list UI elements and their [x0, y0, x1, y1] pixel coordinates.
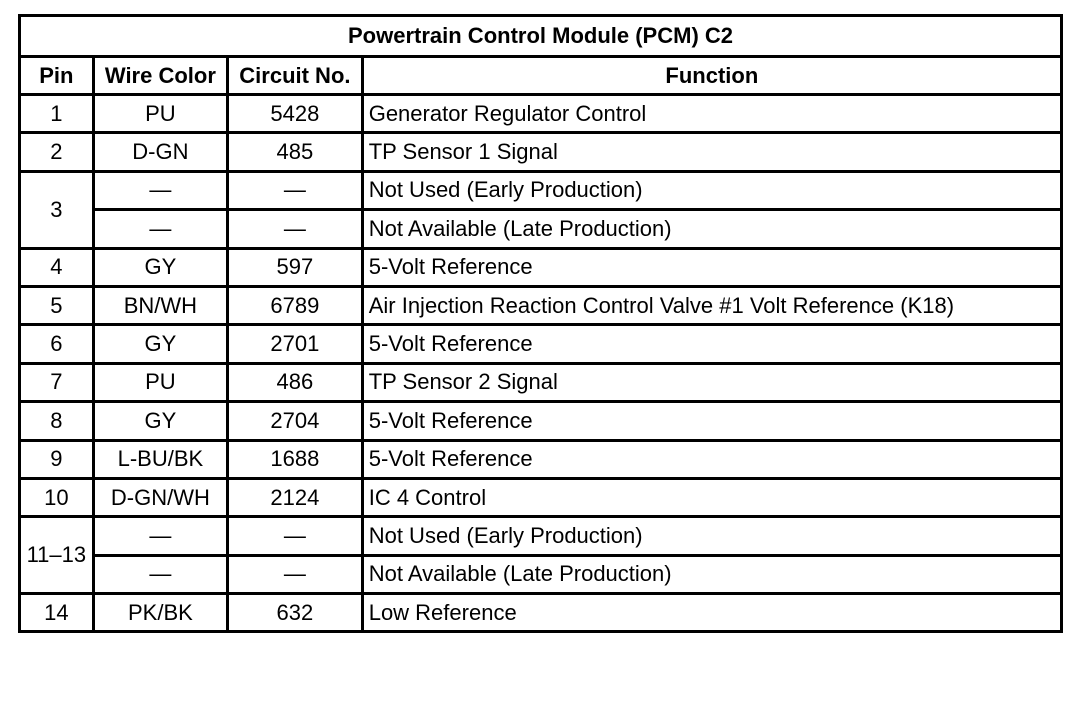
function: 5-Volt Reference [360, 400, 1064, 442]
pin-row: 5 BN/WH 6789 Air Injection Reaction Control… [18, 284, 1064, 327]
column-header: Pin [18, 55, 95, 96]
column-header: Function [360, 55, 1064, 96]
function: Not Available (Late Production) [360, 553, 1064, 596]
function: Not Used (Early Production) [360, 515, 1064, 557]
function: IC 4 Control [360, 476, 1064, 519]
function: Generator Regulator Control [360, 92, 1064, 135]
pin: 6 [18, 323, 95, 365]
pin-row: 11–13— — Not Used (Early Production) [18, 515, 1064, 596]
table-body: 1 PU 5428 Generator Regulator Control 2 D-GN 4… [18, 92, 1064, 634]
function: Air Injection Reaction Control Valve #1 … [360, 284, 1064, 327]
function: TP Sensor 2 Signal [360, 361, 1064, 404]
pin: 2 [18, 131, 95, 173]
pin-row: 7 PU 486 TP Sensor 2 Signal [18, 361, 1064, 404]
wire-color: GY [91, 246, 230, 288]
circuit-number: — [226, 208, 364, 250]
wire-color: PK/BK [91, 592, 230, 634]
circuit-number: 2701 [226, 323, 364, 365]
pin-row: 3— — Not Used (Early Production) [18, 169, 1064, 250]
wire-color: BN/WH [91, 284, 230, 327]
circuit-number: 632 [226, 592, 364, 634]
function: 5-Volt Reference [360, 438, 1064, 480]
function: 5-Volt Reference [360, 323, 1064, 365]
wire-color: — [91, 169, 230, 212]
column-header: Wire Color [91, 55, 230, 96]
function: Not Used (Early Production) [360, 169, 1064, 212]
pin: 11–13 [18, 515, 95, 596]
function: Not Available (Late Production) [360, 208, 1064, 250]
pin-row: 6 GY 2701 5-Volt Reference [18, 323, 1064, 365]
header-row: Pin Wire Color Circuit No. Function [18, 55, 1064, 96]
circuit-number: — [226, 169, 364, 212]
circuit-number: 2124 [226, 476, 364, 519]
pin: 9 [18, 438, 95, 480]
wire-color: L-BU/BK [91, 438, 230, 480]
pin: 3 [18, 169, 95, 250]
pin: 7 [18, 361, 95, 404]
pin-table: Powertrain Control Module (PCM) C2 Pin Wi… [18, 14, 1064, 634]
wire-color: PU [91, 361, 230, 404]
wire-color: — [91, 208, 230, 250]
wire-color: GY [91, 323, 230, 365]
table-title: Powertrain Control Module (PCM) C2 [18, 14, 1063, 58]
circuit-number: 597 [226, 246, 364, 288]
function: Low Reference [360, 592, 1064, 634]
function: 5-Volt Reference [360, 246, 1064, 288]
table-head: Powertrain Control Module (PCM) C2 Pin Wi… [18, 14, 1064, 96]
pin: 1 [18, 92, 95, 135]
circuit-number: — [226, 553, 364, 596]
column-header: Circuit No. [226, 55, 364, 96]
wire-color: PU [91, 92, 230, 135]
circuit-number: 6789 [226, 284, 364, 327]
pin-row: 8 GY 2704 5-Volt Reference [18, 400, 1064, 442]
wire-color: GY [91, 400, 230, 442]
pin-row: 10 D-GN/WH 2124 IC 4 Control [18, 476, 1064, 519]
wire-color: — [91, 515, 230, 557]
wire-color: D-GN [91, 131, 230, 173]
pin-row: 1 PU 5428 Generator Regulator Control [18, 92, 1064, 135]
pin-row: 14 PK/BK 632 Low Reference [18, 592, 1064, 634]
circuit-number: 486 [226, 361, 364, 404]
circuit-number: 2704 [226, 400, 364, 442]
pin: 8 [18, 400, 95, 442]
circuit-number: 5428 [226, 92, 364, 135]
pin-row: 4 GY 597 5-Volt Reference [18, 246, 1064, 288]
pin-row: — — Not Available (Late Production) [20, 208, 1064, 250]
pin: 14 [18, 592, 95, 634]
wire-color: D-GN/WH [91, 476, 230, 519]
pin: 10 [18, 476, 95, 519]
circuit-number: 1688 [226, 438, 364, 480]
pin: 5 [18, 284, 95, 327]
function: TP Sensor 1 Signal [360, 131, 1064, 173]
pin-row: 9 L-BU/BK 1688 5-Volt Reference [18, 438, 1064, 480]
pin: 4 [18, 246, 95, 288]
pin-row: 2 D-GN 485 TP Sensor 1 Signal [18, 131, 1064, 173]
circuit-number: 485 [226, 131, 364, 173]
pin-row: — — Not Available (Late Production) [20, 553, 1064, 596]
title-row: Powertrain Control Module (PCM) C2 [18, 14, 1063, 58]
wire-color: — [91, 553, 230, 596]
circuit-number: — [226, 515, 364, 557]
